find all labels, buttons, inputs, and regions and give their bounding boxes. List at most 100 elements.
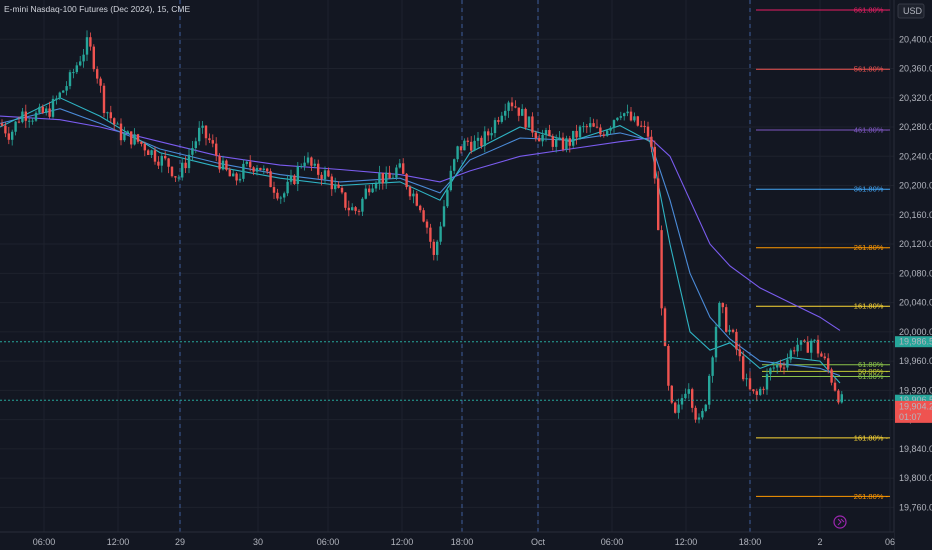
candle-body [483, 131, 486, 146]
candle-body [368, 188, 371, 193]
candle-body [235, 173, 238, 181]
candle-body [130, 131, 133, 145]
price-labels-layer: 19,986.50 19,906.5019,904.2501:07 [895, 336, 932, 423]
candle-body [79, 61, 82, 66]
candle-body [170, 166, 174, 177]
candle-body [558, 137, 561, 139]
candle-body [721, 302, 724, 308]
candle-body [14, 121, 17, 132]
fib-level-label: 61.80% - [858, 372, 889, 381]
currency-button[interactable]: USD [897, 3, 925, 19]
candle-body [208, 138, 211, 141]
fib-level-label: 161.80% - [854, 433, 889, 442]
price-tick-label: 20,320.00 [899, 93, 932, 103]
candle-body [160, 155, 163, 166]
candle-body [711, 357, 714, 376]
time-tick-label: 06:00 [601, 537, 624, 547]
price-badge-label: 19,904.25 [899, 401, 932, 411]
candle-body [436, 241, 439, 255]
candle-body [657, 178, 660, 231]
candle-body [48, 108, 51, 117]
time-tick-label: 18:00 [739, 537, 762, 547]
candle-body [708, 375, 711, 405]
candle-body [759, 388, 762, 395]
candle-body [466, 140, 469, 142]
candle-body [306, 157, 310, 163]
candle-body [252, 167, 255, 172]
candle-body [232, 173, 235, 177]
candle-body [470, 141, 473, 151]
candle-body [374, 183, 378, 189]
price-tick-label: 20,280.00 [899, 122, 932, 132]
fib-level-label: 50.00% - [858, 367, 889, 376]
candle-body [765, 374, 769, 390]
candle-body [653, 146, 656, 179]
candle-body [286, 181, 289, 194]
candle-body [109, 112, 112, 119]
time-axis[interactable]: 06:00 12:00 29 30 06:00 12:00 18:00 Oct 06:00 12:… [33, 537, 895, 547]
time-axis-background [0, 532, 894, 550]
candle-body [41, 106, 44, 114]
candle-body [779, 364, 782, 368]
candle-body [538, 138, 541, 142]
candle-body [364, 188, 367, 199]
candle-body [415, 193, 418, 206]
chart-title: E-mini Nasdaq-100 Futures (Dec 2024), 15… [4, 4, 190, 14]
candle-body [789, 350, 792, 360]
fib-level-label: 261.80% - [854, 243, 889, 252]
candle-body [371, 188, 374, 193]
candle-body [725, 307, 728, 332]
fib-level-label: 161.80% - [854, 302, 889, 311]
candle-body [422, 210, 425, 222]
candle-body [391, 177, 395, 179]
price-badge-label: 19,986.50 [899, 337, 932, 347]
price-tick-label: 20,160.00 [899, 210, 932, 220]
candle-body [337, 184, 340, 188]
candle-body [432, 241, 435, 255]
candle-body [572, 130, 575, 146]
candle-body [840, 394, 843, 403]
candle-body [684, 393, 687, 399]
candle-body [589, 123, 592, 128]
time-tick-label: 12:00 [675, 537, 698, 547]
candle-body [623, 113, 626, 117]
candle-body [119, 123, 123, 141]
time-tick-label: 06:00 [33, 537, 56, 547]
price-tick-label: 20,000.00 [899, 327, 932, 337]
candle-body [347, 207, 350, 211]
candle-body [497, 120, 500, 122]
candle-body [38, 106, 41, 113]
candle-body [116, 123, 119, 125]
candle-body [527, 116, 531, 128]
candles-layer [0, 30, 843, 424]
candle-body [803, 340, 806, 342]
candle-body [531, 116, 534, 133]
price-tick-label: 19,840.00 [899, 444, 932, 454]
tradingview-logo-icon[interactable] [833, 515, 847, 529]
candle-body [334, 184, 337, 190]
candle-body [599, 127, 602, 135]
candle-body [650, 136, 653, 147]
candle-body [677, 404, 680, 413]
candle-body [385, 172, 388, 184]
candle-body [323, 170, 327, 180]
candle-body [395, 167, 398, 178]
candle-body [616, 117, 619, 121]
candle-body [691, 389, 694, 408]
candle-body [28, 120, 31, 122]
candle-body [575, 130, 578, 138]
candle-body [806, 341, 809, 353]
price-tick-label: 19,800.00 [899, 473, 932, 483]
candle-body [425, 221, 429, 228]
candle-body [738, 349, 741, 357]
candle-body [4, 125, 7, 134]
candle-body [544, 130, 548, 135]
candle-body [755, 391, 758, 395]
candle-body [340, 187, 344, 193]
candle-body [102, 85, 106, 114]
candle-body [629, 111, 633, 121]
candle-body [191, 148, 194, 155]
candle-body [320, 174, 323, 180]
